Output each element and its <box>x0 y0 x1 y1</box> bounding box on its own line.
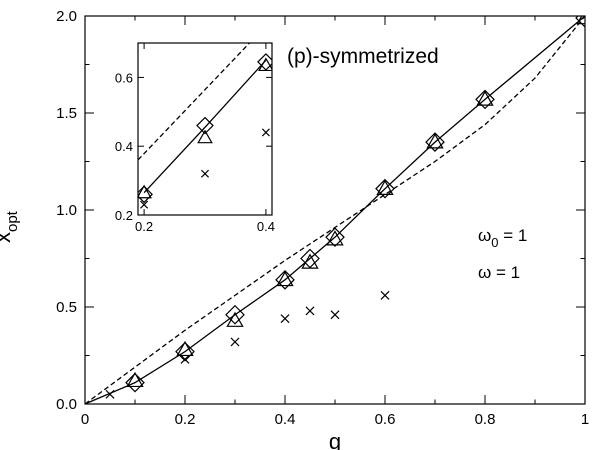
inset-ticks: 0.2 0.4 0.2 0.4 0.6 <box>115 43 275 234</box>
omega-annotation: ω = 1 <box>478 263 520 282</box>
x-tick-label: 0.4 <box>275 411 296 428</box>
x-point <box>180 354 190 364</box>
omega0-symbol: ω <box>478 226 491 245</box>
triangle-point <box>576 16 585 25</box>
triangle-point <box>176 340 194 357</box>
x-point <box>105 389 115 399</box>
omega-symbol: ω <box>478 263 491 282</box>
solid-curve <box>143 59 267 194</box>
triangle-point <box>258 57 272 72</box>
triangle-point <box>426 133 444 149</box>
diamond-point <box>225 304 245 325</box>
triangle-point <box>138 184 152 199</box>
x-tick-label: 0 <box>81 411 89 428</box>
x-tick-label: 0.8 <box>475 411 496 428</box>
y-axis-label-main: x <box>0 232 15 243</box>
triangle-point <box>126 371 144 388</box>
main-plot: 0 0.2 0.4 0.6 0.8 1 0.0 0.5 1.0 1.5 2.0 g xopt ω0 … <box>0 8 589 450</box>
inset-plot-frame <box>137 42 273 216</box>
x-point <box>230 337 240 347</box>
dashed-curve <box>138 43 251 161</box>
y-tick-label: 0.2 <box>115 208 133 223</box>
y-tick-label: 0.0 <box>56 396 77 413</box>
inset-plot: 0.2 0.4 0.2 0.4 0.6 (p)-symmetrized <box>115 42 439 234</box>
x-tick-label: 1 <box>581 411 589 428</box>
diamond-point <box>475 89 495 110</box>
y-tick-label: 1.0 <box>56 202 77 219</box>
series-clip-group <box>85 16 585 404</box>
diamond-point <box>325 227 345 248</box>
x-point <box>330 310 340 320</box>
x-point <box>261 128 270 137</box>
diamond-point <box>375 178 395 199</box>
omega0-annotation: ω0 = 1 <box>478 226 527 250</box>
x-point <box>140 200 149 209</box>
triangle-point <box>326 230 344 246</box>
x-point <box>280 314 290 324</box>
diamond-point <box>275 269 295 290</box>
series-clip-group <box>138 43 272 209</box>
triangle-point <box>376 179 394 195</box>
diamond-point <box>196 116 214 135</box>
y-tick-label: 0.4 <box>115 139 133 154</box>
x-point <box>200 169 210 178</box>
x-tick-label: 0.2 <box>135 219 153 234</box>
triangle-point <box>226 311 244 327</box>
y-tick-label: 0.5 <box>56 299 77 316</box>
diamond-point <box>125 372 145 393</box>
triangle-point <box>276 270 294 287</box>
x-tick-label: 0.2 <box>175 411 196 428</box>
x-tick-label: 0.4 <box>257 219 275 234</box>
solid-curve <box>85 16 585 404</box>
x-tick-label: 0.6 <box>375 411 396 428</box>
diamond-point <box>138 185 153 204</box>
omega0-subscript: 0 <box>491 235 498 250</box>
triangle-point <box>301 253 319 269</box>
y-axis-label: xopt <box>0 210 21 243</box>
main-series <box>85 16 585 404</box>
diamond-point <box>175 341 195 362</box>
inset-series <box>138 43 272 209</box>
y-tick-label: 2.0 <box>56 8 77 25</box>
triangle-point <box>476 90 494 106</box>
x-point <box>380 290 390 300</box>
omega0-value: = 1 <box>499 226 528 245</box>
triangle-point <box>197 129 213 144</box>
x-axis-label: g <box>329 429 341 450</box>
y-tick-label: 0.6 <box>115 70 133 85</box>
main-ticks: 0 0.2 0.4 0.6 0.8 1 0.0 0.5 1.0 1.5 2.0 <box>56 8 589 428</box>
inset-title: (p)-symmetrized <box>287 45 439 68</box>
diamond-point <box>300 248 320 269</box>
x-point <box>305 306 315 316</box>
omega-value: = 1 <box>491 263 520 282</box>
diamond-point <box>425 132 445 152</box>
y-axis-label-sub: opt <box>4 210 21 232</box>
y-tick-label: 1.5 <box>56 105 77 122</box>
